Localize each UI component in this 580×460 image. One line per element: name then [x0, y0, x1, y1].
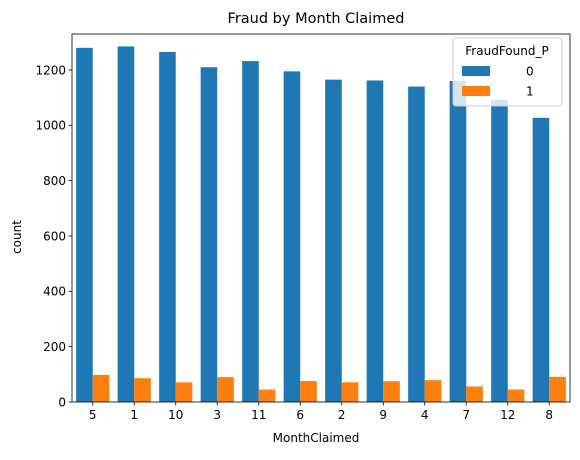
bar-8-fraud-0	[532, 117, 550, 403]
legend-swatch-1	[462, 86, 490, 96]
bar-1-fraud-0	[117, 46, 135, 403]
x-tick-label: 10	[168, 408, 183, 422]
bar-6-fraud-0	[283, 71, 301, 402]
x-tick-label: 2	[338, 408, 346, 422]
legend-label-0: 0	[526, 65, 534, 79]
bar-12-fraud-1	[507, 389, 525, 402]
legend-label-1: 1	[526, 85, 534, 99]
y-tick-label: 200	[43, 340, 66, 354]
bar-9-fraud-0	[366, 80, 384, 403]
y-tick-label: 0	[58, 395, 66, 409]
bar-1-fraud-1	[134, 378, 151, 402]
legend: FraudFound_P 0 1	[452, 37, 563, 107]
bar-5-fraud-0	[76, 47, 93, 402]
bar-10-fraud-0	[159, 51, 176, 403]
bar-6-fraud-1	[300, 380, 317, 402]
bar-11-fraud-0	[242, 61, 259, 403]
x-tick-label: 8	[545, 408, 553, 422]
x-tick-label: 3	[213, 408, 221, 422]
bar-9-fraud-1	[383, 381, 400, 402]
bars-layer	[76, 46, 566, 403]
x-tick-label: 9	[379, 408, 387, 422]
bar-3-fraud-1	[217, 377, 234, 402]
bar-7-fraud-0	[449, 81, 467, 402]
bar-2-fraud-1	[341, 382, 359, 402]
y-tick-label: 800	[43, 174, 66, 188]
x-axis-title: MonthClaimed	[273, 431, 360, 445]
x-tick-label: 6	[296, 408, 304, 422]
x-tick-label: 11	[251, 408, 266, 422]
chart-title: Fraud by Month Claimed	[228, 11, 405, 27]
x-tick-label: 4	[421, 408, 429, 422]
legend-swatch-0	[462, 66, 490, 76]
bar-4-fraud-0	[408, 86, 425, 403]
bar-11-fraud-1	[258, 389, 276, 402]
bar-12-fraud-0	[491, 99, 508, 402]
bar-8-fraud-1	[549, 376, 566, 402]
plot-frame	[71, 33, 571, 403]
bar-2-fraud-0	[325, 79, 342, 402]
bar-3-fraud-0	[200, 67, 218, 403]
legend-title: FraudFound_P	[465, 44, 548, 58]
y-tick-label: 1200	[35, 63, 66, 77]
y-axis-title: count	[10, 220, 24, 254]
y-tick-label: 600	[43, 229, 66, 243]
y-tick-label: 400	[43, 285, 66, 299]
bar-5-fraud-1	[92, 374, 110, 402]
bar-4-fraud-1	[424, 380, 442, 402]
x-tick-label: 12	[500, 408, 515, 422]
x-tick-label: 7	[462, 408, 470, 422]
bar-7-fraud-1	[466, 386, 483, 402]
x-tick-label: 5	[89, 408, 97, 422]
x-tick-label: 1	[130, 408, 138, 422]
y-tick-label: 1000	[35, 119, 66, 133]
bar-10-fraud-1	[175, 382, 193, 402]
